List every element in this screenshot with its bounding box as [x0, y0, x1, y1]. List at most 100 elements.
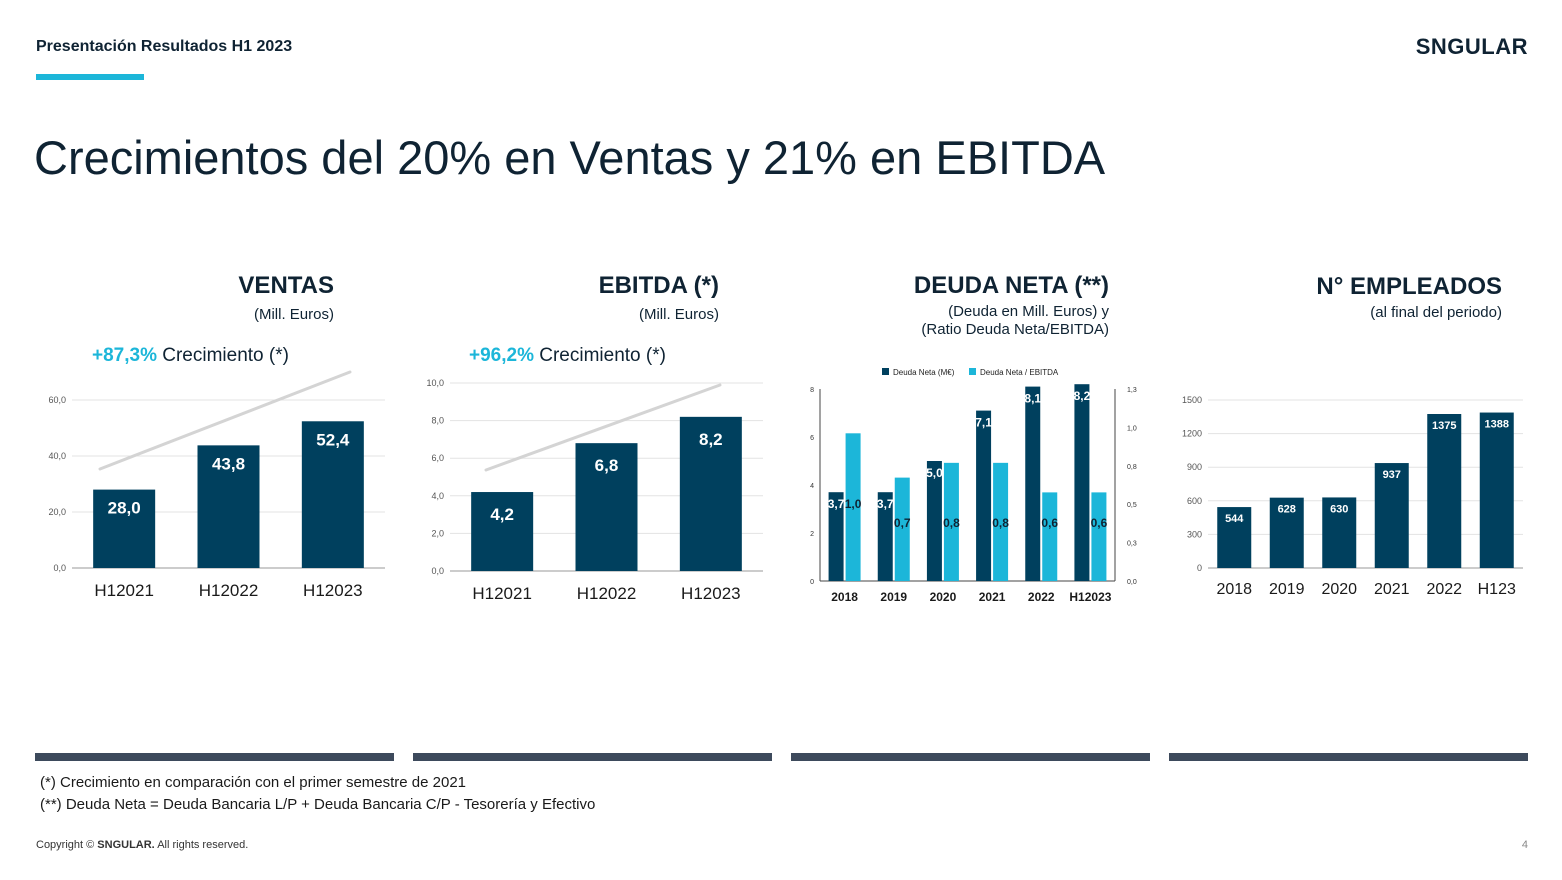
data-label: 544	[1225, 513, 1244, 525]
x-category-label: 2022	[1426, 581, 1462, 598]
x-category-label: 2021	[979, 590, 1006, 604]
y-tick-label: 300	[1187, 529, 1202, 539]
y-tick-label: 600	[1187, 496, 1202, 506]
x-category-label: 2018	[831, 590, 858, 604]
bar-ratio	[894, 477, 910, 581]
x-category-label: H12021	[94, 581, 154, 600]
x-category-label: H12023	[303, 581, 363, 600]
data-label: 4,2	[490, 505, 514, 524]
bar-deuda	[828, 492, 844, 581]
title-accent-bar	[36, 74, 144, 80]
bar-deuda	[976, 410, 992, 581]
y-tick-label: 8	[810, 387, 814, 394]
x-category-label: H12021	[472, 584, 532, 603]
bar-deuda	[877, 492, 893, 581]
bar	[1479, 412, 1514, 568]
bar	[301, 421, 364, 568]
bar	[679, 416, 742, 571]
x-category-label: H12022	[199, 581, 259, 600]
sngular-logo: SNGULAR	[1415, 34, 1528, 59]
bar-deuda	[1074, 384, 1090, 581]
trend-line	[484, 383, 722, 472]
y2-tick-label: 0,8	[1127, 464, 1137, 471]
data-label-ratio: 0,6	[1091, 516, 1108, 530]
copyright: Copyright © SNGULAR. All rights reserved…	[36, 839, 248, 851]
y-tick-label: 1200	[1182, 429, 1202, 439]
copyright-brand: SNGULAR.	[97, 839, 155, 851]
x-category-label: 2020	[1321, 581, 1357, 598]
data-label-ratio: 0,7	[894, 516, 911, 530]
bar	[1269, 497, 1304, 568]
x-category-label: 2019	[1269, 581, 1305, 598]
y-tick-label: 0,0	[431, 566, 444, 576]
y2-tick-label: 1,0	[1127, 425, 1137, 432]
y-tick-label: 2,0	[431, 528, 444, 538]
data-label: 43,8	[212, 454, 245, 473]
bar-ratio	[1042, 492, 1058, 581]
x-category-label: 2022	[1028, 590, 1055, 604]
deuda-chart: 0 2 4 6 8 0,0 0,3 0,5 0,8 1,0 1,3 Deuda Neta (M€) De…	[810, 368, 1137, 604]
bar-deuda	[926, 461, 942, 581]
y2-tick-label: 0,3	[1127, 541, 1137, 548]
legend-label-ratio: Deuda Neta / EBITDA	[980, 368, 1059, 377]
ventas-subtitle: (Mill. Euros)	[253, 306, 334, 323]
data-label-ratio: 0,6	[1041, 516, 1058, 530]
data-label: 1375	[1432, 420, 1456, 432]
data-label: 8,2	[699, 430, 723, 449]
bar-ratio	[993, 462, 1009, 581]
y2-tick-label: 0,0	[1127, 579, 1137, 586]
presentation-title: Presentación Resultados H1 2023	[36, 38, 293, 55]
y-tick-label: 6	[810, 435, 814, 442]
ebitda-growth-text: Crecimiento (*)	[533, 345, 666, 366]
legend-swatch-ratio	[969, 368, 976, 375]
data-label: 52,4	[316, 430, 350, 449]
y-tick-label: 0	[810, 579, 814, 586]
deuda-subtitle-1: (Deuda en Mill. Euros) y	[948, 303, 1109, 320]
x-category-label: 2020	[930, 590, 957, 604]
ebitda-title: EBITDA (*)	[598, 272, 719, 299]
y-tick-label: 0	[1197, 563, 1202, 573]
y-tick-label: 900	[1187, 462, 1202, 472]
ventas-growth-text: Crecimiento (*)	[156, 345, 289, 366]
x-category-label: 2019	[880, 590, 907, 604]
page-number: 4	[1521, 839, 1528, 851]
data-label: 937	[1383, 469, 1401, 481]
data-label-deuda: 3,7	[828, 497, 845, 511]
ebitda-growth: +96,2% Crecimiento (*)	[469, 345, 666, 367]
y2-tick-label: 0,5	[1127, 502, 1137, 509]
footnote-2: (**) Deuda Neta = Deuda Bancaria L/P + D…	[40, 796, 596, 813]
data-label-deuda: 3,7	[877, 497, 894, 511]
x-category-label: 2018	[1216, 581, 1252, 598]
copyright-suffix: All rights reserved.	[154, 839, 249, 851]
y-tick-label: 40,0	[48, 451, 66, 461]
bar	[1427, 414, 1462, 568]
ventas-growth-pct: +87,3%	[92, 345, 157, 366]
y-tick-label: 0,0	[53, 563, 66, 573]
trend-line	[98, 370, 352, 471]
ebitda-subtitle: (Mill. Euros)	[638, 306, 719, 323]
data-label-deuda: 8,1	[1024, 392, 1041, 406]
x-category-label: 2021	[1374, 581, 1410, 598]
bar-ratio	[845, 433, 861, 581]
copyright-prefix: Copyright ©	[36, 839, 98, 851]
x-category-label: H12022	[577, 584, 637, 603]
y-tick-label: 8,0	[431, 416, 444, 426]
empleados-chart: 0 300 600 900 1200 1500 544 2018 628 2019 630 2020 9…	[1182, 395, 1523, 598]
y-tick-label: 60,0	[48, 395, 66, 405]
ventas-title: VENTAS	[238, 272, 334, 299]
data-label: 628	[1278, 504, 1296, 516]
bar-ratio	[1091, 492, 1107, 581]
bar	[93, 489, 156, 568]
legend-label-deuda: Deuda Neta (M€)	[893, 368, 955, 377]
bar-ratio	[943, 462, 959, 581]
data-label-ratio: 1,0	[845, 497, 862, 511]
bar	[1322, 497, 1357, 568]
data-label-deuda: 7,1	[975, 416, 992, 430]
data-label: 630	[1330, 503, 1348, 515]
bar	[471, 492, 534, 571]
ventas-chart: 0,0 20,0 40,0 60,0 28,0 H12021 43,8 H12022 52,4 H…	[48, 370, 385, 600]
y-tick-label: 10,0	[426, 378, 444, 388]
bar	[197, 445, 260, 568]
ebitda-growth-pct: +96,2%	[469, 345, 534, 366]
y-tick-label: 1500	[1182, 395, 1202, 405]
